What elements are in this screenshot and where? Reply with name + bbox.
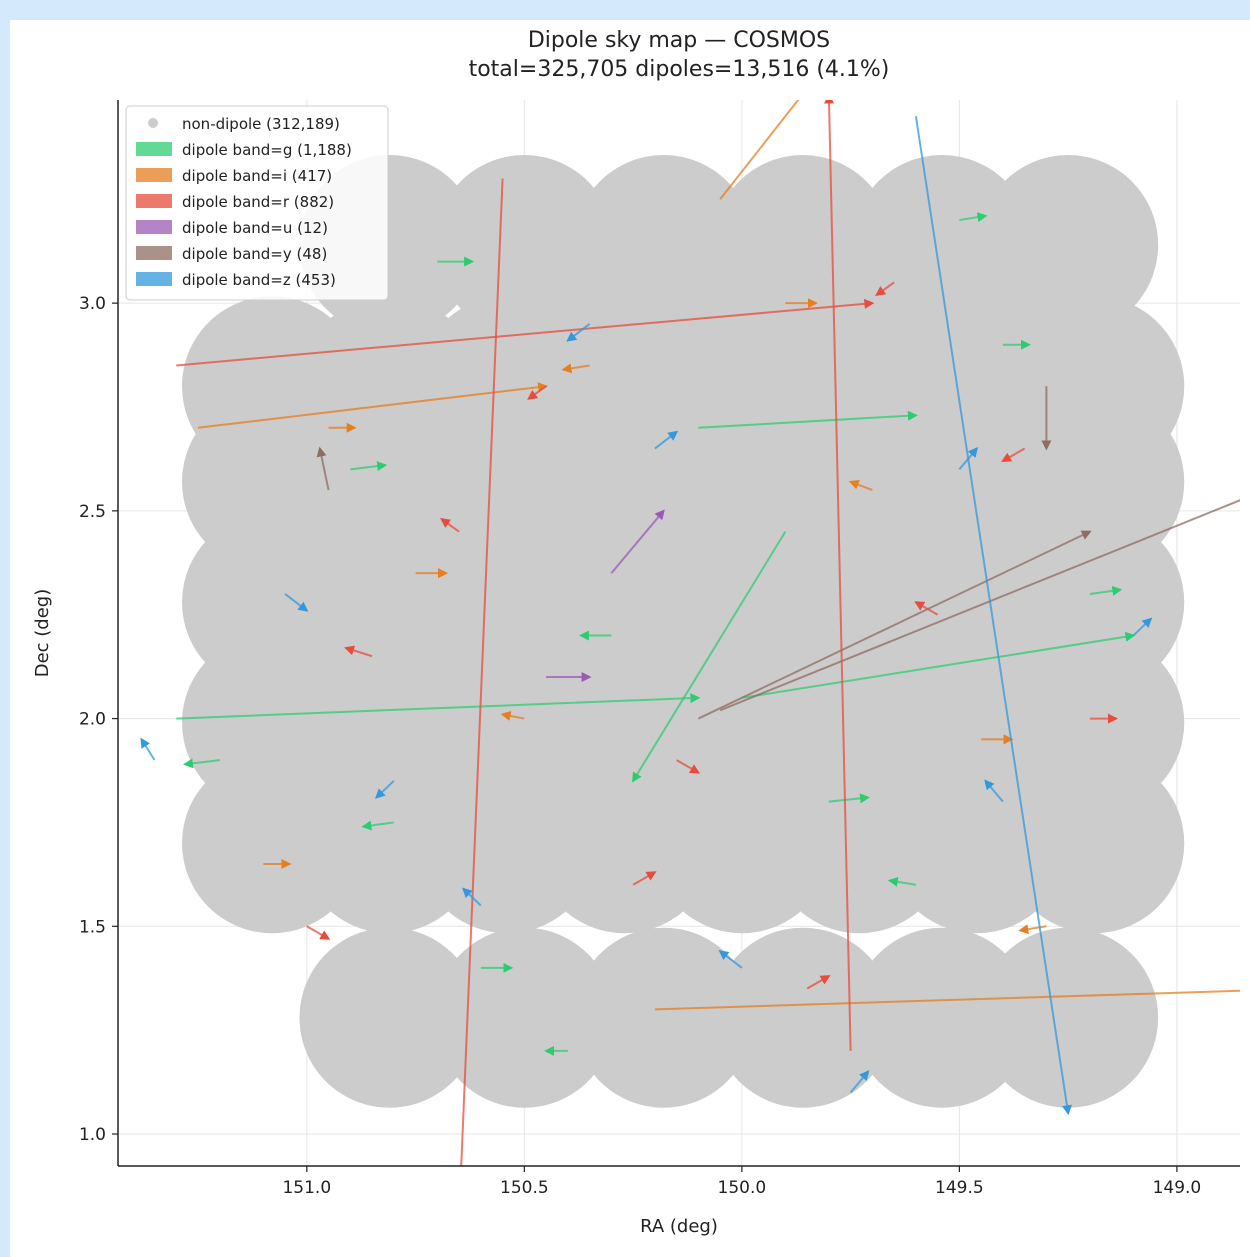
dipole-arrow: [344, 645, 373, 658]
dipole-arrow: [828, 793, 871, 804]
dipole-arrow: [654, 430, 679, 450]
legend-swatch: [136, 246, 172, 260]
dipole-arrow: [197, 382, 549, 429]
dipole-arrow: [849, 1070, 870, 1094]
legend-swatch: [148, 118, 158, 128]
dipole-arrow: [654, 989, 1240, 1011]
legend-label: dipole band=g (1,188): [182, 141, 352, 159]
dipole-arrow: [1089, 585, 1123, 596]
non-dipole-point: [434, 154, 615, 335]
x-tick-label: 150.0: [718, 1178, 767, 1198]
dipole-arrow: [719, 499, 1240, 712]
dipole-arrow: [959, 212, 988, 223]
plot-area: [140, 100, 1240, 1166]
non-dipole-point: [978, 154, 1159, 335]
legend-label: dipole band=z (453): [182, 271, 336, 289]
non-dipole-point: [573, 927, 754, 1108]
legend-swatch: [136, 142, 172, 156]
non-dipole-point: [1004, 296, 1185, 477]
x-tick-label: 149.0: [1153, 1178, 1202, 1198]
x-tick-label: 149.5: [935, 1178, 984, 1198]
dipole-arrow: [176, 693, 701, 720]
non-dipole-point: [299, 927, 480, 1108]
non-dipole-point: [851, 927, 1032, 1108]
legend: non-dipole (312,189) dipole band=g (1,188…: [125, 105, 389, 301]
y-tick-label: 1.5: [79, 917, 106, 937]
legend-label: non-dipole (312,189): [182, 115, 340, 133]
dipole-arrow: [610, 509, 665, 574]
dipole-arrow: [697, 530, 1092, 720]
dipole-arrow: [1018, 924, 1047, 935]
dipole-arrow: [698, 410, 918, 429]
legend-label: dipole band=r (882): [182, 193, 334, 211]
y-tick-label: 2.0: [79, 710, 106, 730]
dipole-arrow: [176, 298, 875, 367]
dipole-arrow: [632, 871, 657, 886]
dipole-arrow: [566, 323, 591, 342]
dipole-arrow: [284, 593, 309, 612]
non-dipole-point: [434, 927, 615, 1108]
dipole-arrow: [461, 887, 482, 907]
non-dipole-point: [851, 154, 1032, 335]
dipole-arrow: [1132, 617, 1153, 637]
x-axis-label: RA (deg): [640, 1216, 718, 1237]
y-axis-label: Dec (deg): [32, 589, 53, 678]
dipole-arrow: [632, 531, 787, 783]
dipole-arrow: [460, 178, 504, 1166]
y-tick-label: 1.0: [79, 1125, 106, 1145]
non-dipole-point: [573, 154, 754, 335]
dipole-arrow: [440, 518, 460, 533]
legend-label: dipole band=i (417): [182, 167, 332, 185]
x-tick-label: 150.5: [500, 1178, 549, 1198]
legend-label: dipole band=y (48): [182, 245, 327, 263]
dipole-arrow: [718, 950, 743, 969]
dipole-arrow: [361, 820, 394, 831]
dipole-arrow: [183, 758, 220, 769]
dipole-arrow: [527, 385, 547, 400]
legend-swatch: [136, 194, 172, 208]
dipole-arrow: [676, 759, 701, 774]
dipole-arrow: [875, 281, 895, 297]
legend-label: dipole band=u (12): [182, 219, 328, 237]
axes: 151.0 150.5 150.0 149.5 149.0 1.0 1.5 2.0 2.5 3.0: [79, 100, 1240, 1198]
x-tick-label: 151.0: [282, 1178, 331, 1198]
dipole-arrow: [719, 100, 800, 200]
dipole-arrow: [887, 876, 917, 887]
legend-swatch: [136, 272, 172, 286]
legend-swatch: [136, 220, 172, 234]
dipole-arrow: [741, 631, 1136, 699]
dipole-arrow: [806, 975, 831, 990]
dipole-arrow: [914, 116, 1072, 1116]
legend-swatch: [136, 168, 172, 182]
dipole-arrow: [561, 363, 590, 374]
dipole-arrow: [316, 446, 330, 491]
dipole-arrow: [350, 461, 388, 472]
non-dipole-point: [712, 154, 893, 335]
chart-title: Dipole sky map — COSMOS: [528, 28, 830, 53]
y-tick-label: 3.0: [79, 294, 106, 314]
non-dipole-point: [712, 927, 893, 1108]
non-dipole-point: [978, 927, 1159, 1108]
dipole-arrow: [824, 100, 852, 1051]
y-tick-label: 2.5: [79, 502, 106, 522]
legend-box: [125, 105, 389, 301]
dipole-arrow: [306, 925, 331, 940]
dipole-arrow: [848, 479, 873, 492]
dipole-arrow: [1001, 447, 1026, 463]
dipole-arrow: [140, 737, 156, 761]
dipole-arrow: [500, 711, 525, 721]
dipole-arrow: [374, 780, 395, 799]
dipole-arrow: [984, 779, 1004, 803]
chart-subtitle: total=325,705 dipoles=13,516 (4.1%): [469, 57, 890, 82]
